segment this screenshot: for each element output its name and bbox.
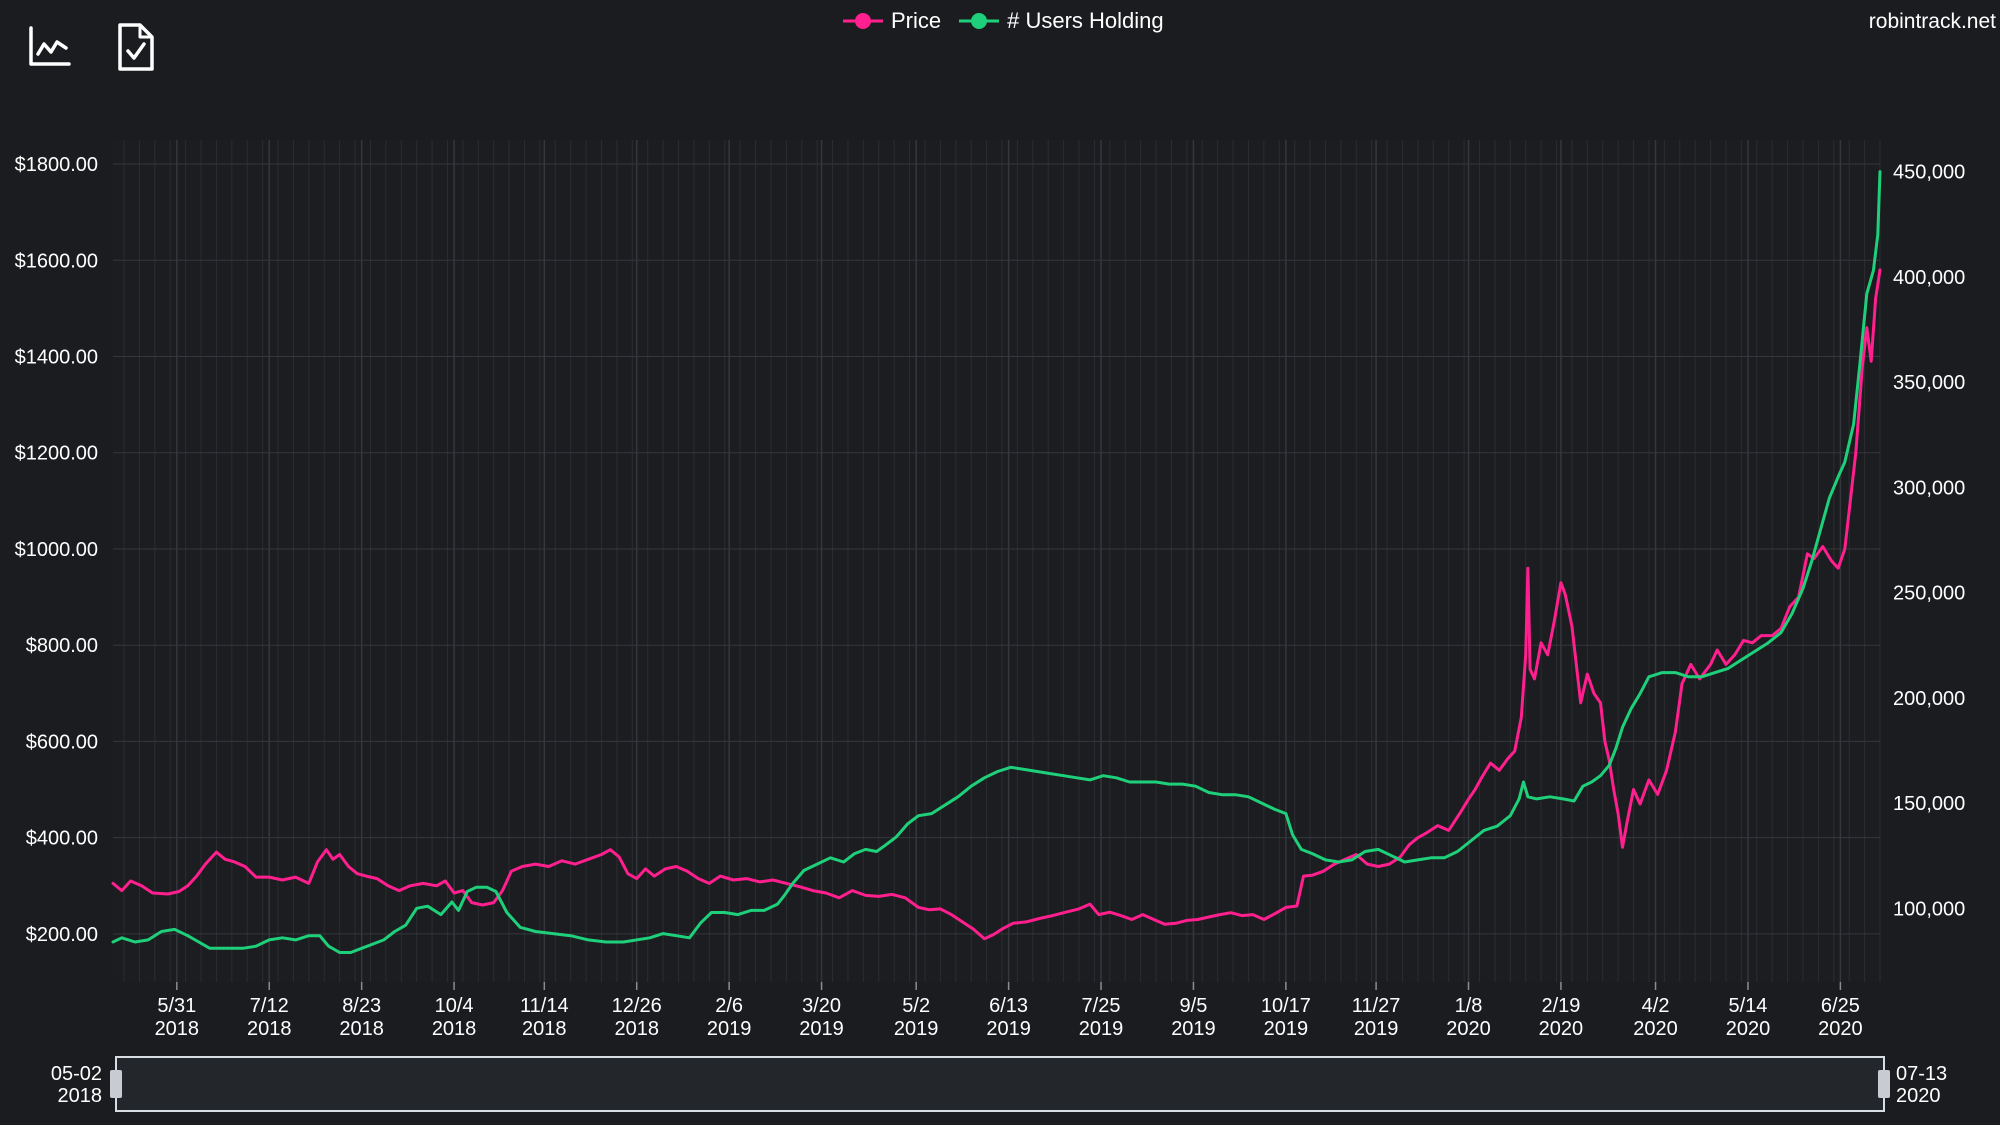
x-tick-label-year: 2018 — [155, 1018, 200, 1040]
users-holding-series-line — [111, 170, 1882, 954]
x-tick-label-year: 2019 — [1354, 1018, 1399, 1040]
x-tick-label-year: 2019 — [1171, 1018, 1216, 1040]
x-tick-label-date: 4/2 — [1642, 995, 1670, 1017]
y-left-tick-label: $200.00 — [26, 924, 98, 946]
x-tick-label-year: 2018 — [614, 1018, 659, 1040]
x-tick-label-date: 6/13 — [989, 995, 1028, 1017]
range-end-date: 07-13 — [1896, 1063, 1948, 1085]
x-tick-label-date: 5/31 — [157, 995, 196, 1017]
plot-area — [113, 140, 1880, 982]
y-right-tick-label: 350,000 — [1893, 372, 1965, 394]
y-right-tick-label: 300,000 — [1893, 477, 1965, 499]
x-tick-label-date: 11/27 — [1352, 995, 1401, 1017]
legend-label-users-holding: # Users Holding — [1007, 8, 1164, 33]
x-tick-label-year: 2019 — [894, 1018, 939, 1040]
x-tick-label-year: 2018 — [432, 1018, 477, 1040]
range-end-year: 2020 — [1896, 1085, 1941, 1107]
y-left-tick-label: $1000.00 — [15, 539, 98, 561]
y-left-tick-label: $1800.00 — [15, 154, 98, 176]
x-tick-label-year: 2019 — [799, 1018, 844, 1040]
range-start-label: 05-02 2018 — [51, 1063, 102, 1107]
x-tick-label-year: 2020 — [1539, 1018, 1584, 1040]
x-tick-label-date: 11/14 — [520, 995, 569, 1017]
range-end-label: 07-13 2020 — [1896, 1063, 1947, 1107]
users-legend-marker — [959, 13, 1000, 29]
y-right-tick-label: 400,000 — [1893, 267, 1965, 289]
y-right-tick-label: 150,000 — [1893, 793, 1965, 815]
x-tick-label-date: 2/19 — [1541, 995, 1580, 1017]
legend-item-users-holding[interactable]: # Users Holding — [959, 8, 1164, 34]
x-tick-label-year: 2020 — [1446, 1018, 1491, 1040]
range-navigator[interactable] — [110, 1056, 1890, 1112]
price-series-line — [111, 268, 1882, 941]
legend-item-price[interactable]: Price — [843, 8, 941, 34]
legend-label-price: Price — [891, 8, 942, 33]
x-tick-label-date: 5/14 — [1729, 995, 1768, 1017]
line-chart-icon[interactable] — [28, 22, 72, 74]
grid — [113, 140, 1881, 982]
x-tick-label-year: 2018 — [339, 1018, 384, 1040]
chart-legend: Price # Users Holding — [843, 6, 1164, 36]
x-tick-label-date: 10/17 — [1261, 995, 1311, 1017]
x-tick-label-date: 9/5 — [1180, 995, 1208, 1017]
x-tick-label-date: 10/4 — [435, 995, 474, 1017]
document-check-icon[interactable] — [116, 22, 160, 74]
y-right-tick-label: 450,000 — [1893, 162, 1965, 184]
navigator-handle-left[interactable] — [110, 1070, 122, 1098]
y-right-tick-label: 250,000 — [1893, 583, 1965, 605]
y-left-tick-label: $1600.00 — [15, 250, 98, 272]
x-tick-label-year: 2019 — [1264, 1018, 1309, 1040]
x-tick-label-year: 2020 — [1633, 1018, 1678, 1040]
x-tick-label-date: 12/26 — [612, 995, 662, 1017]
x-tick-label-date: 1/8 — [1455, 995, 1483, 1017]
range-start-year: 2018 — [57, 1085, 103, 1107]
x-tick-label-year: 2018 — [247, 1018, 292, 1040]
site-label: robintrack.net — [1868, 10, 1996, 33]
y-right-tick-label: 200,000 — [1893, 688, 1965, 710]
y-left-tick-label: $600.00 — [26, 731, 98, 753]
y-left-tick-label: $1400.00 — [15, 347, 98, 369]
x-tick-label-year: 2020 — [1818, 1018, 1863, 1040]
x-tick-label-date: 7/25 — [1082, 995, 1121, 1017]
x-tick-label-date: 8/23 — [342, 995, 381, 1017]
navigator-window[interactable] — [115, 1056, 1885, 1112]
x-tick-label-year: 2020 — [1726, 1018, 1771, 1040]
y-left-tick-label: $1200.00 — [15, 443, 98, 465]
price-legend-marker — [843, 13, 883, 29]
x-tick-label-year: 2019 — [707, 1018, 752, 1040]
axes: $1800.00 $1600.00 $1400.00 $1200.00 $1000.00… — [15, 154, 1966, 1040]
series — [111, 170, 1882, 954]
y-left-tick-label: $400.00 — [26, 828, 98, 850]
x-tick-label-date: 2/6 — [715, 995, 743, 1017]
y-left-tick-label: $800.00 — [26, 635, 98, 657]
x-tick-label-year: 2019 — [1079, 1018, 1124, 1040]
x-tick-label-date: 3/20 — [802, 995, 841, 1017]
range-start-date: 05-02 — [50, 1063, 102, 1085]
x-tick-label-date: 7/12 — [250, 995, 289, 1017]
y-right-tick-label: 100,000 — [1893, 898, 1965, 920]
x-tick-label-date: 5/2 — [902, 995, 930, 1017]
x-tick-label-date: 6/25 — [1821, 995, 1860, 1017]
navigator-handle-right[interactable] — [1878, 1070, 1890, 1098]
x-tick-label-year: 2019 — [986, 1018, 1031, 1040]
x-tick-label-year: 2018 — [522, 1018, 567, 1040]
